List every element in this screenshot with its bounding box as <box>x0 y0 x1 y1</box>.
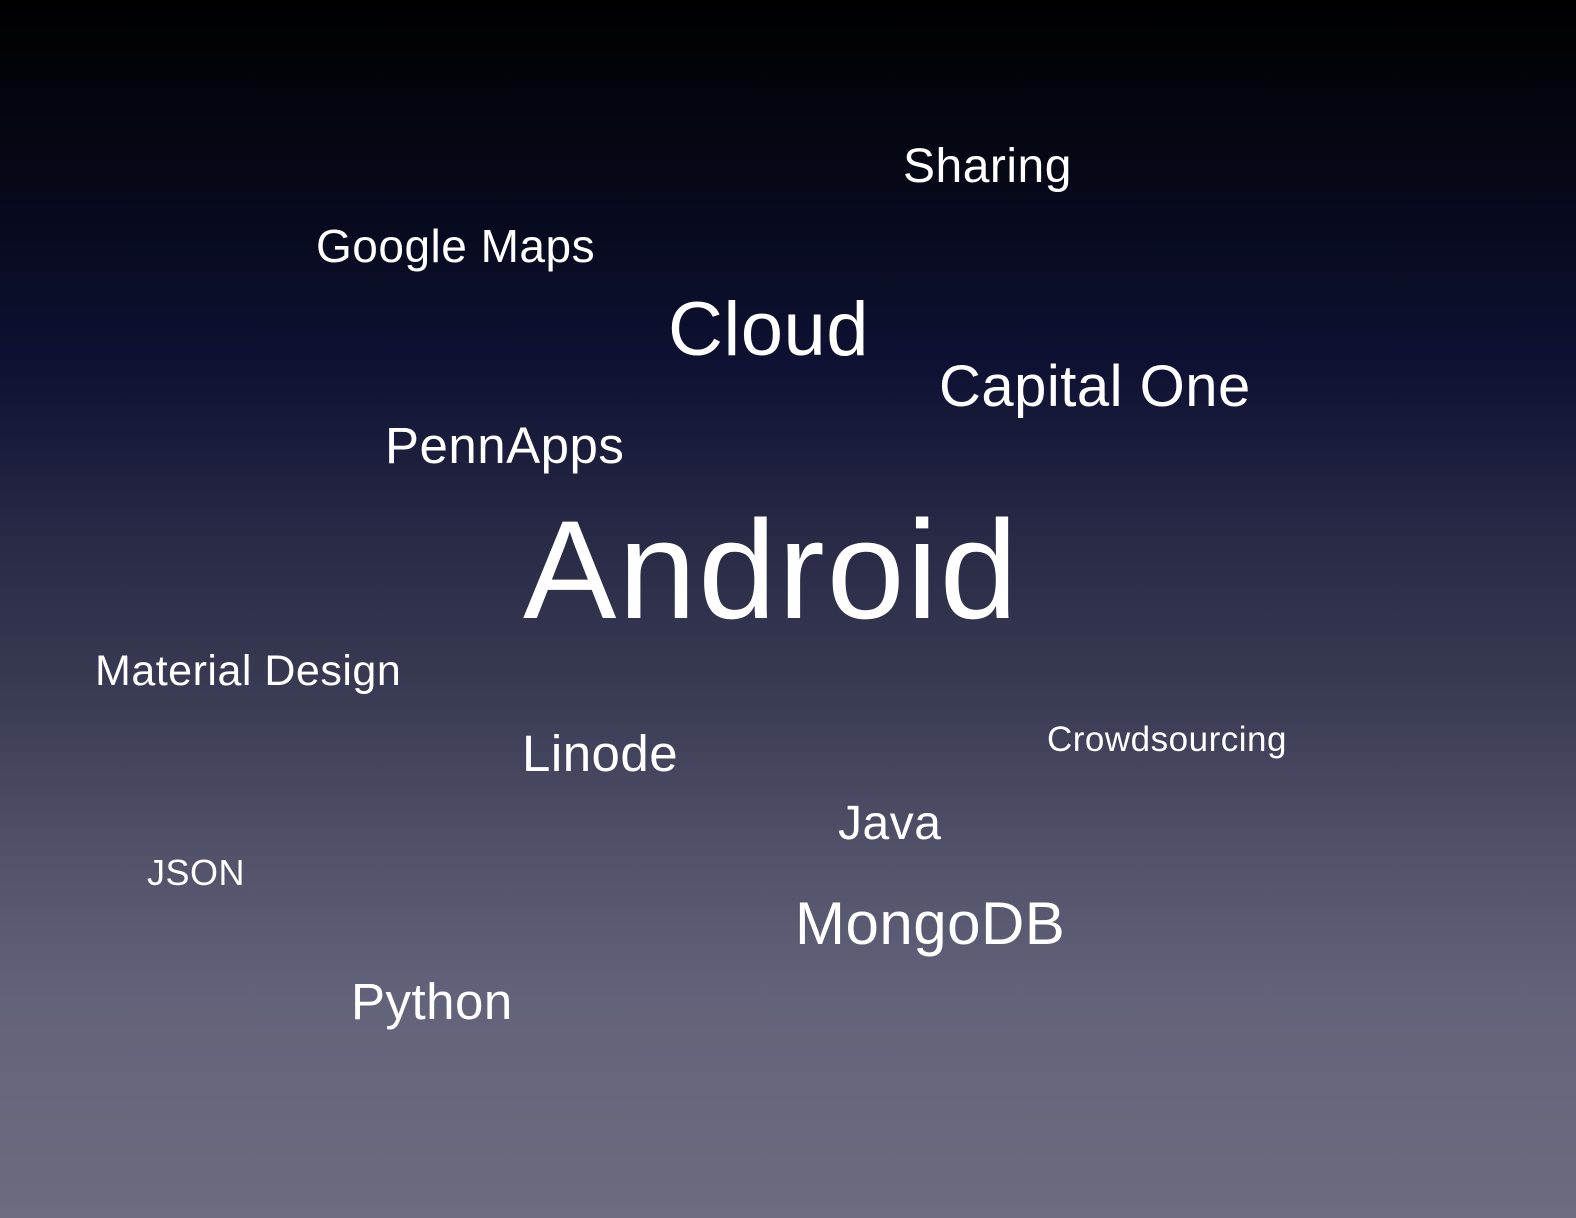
word-pennapps: PennApps <box>385 417 625 474</box>
word-sharing: Sharing <box>903 140 1072 193</box>
word-mongodb: MongoDB <box>795 890 1066 957</box>
word-crowdsourcing: Crowdsourcing <box>1047 720 1287 759</box>
word-google-maps: Google Maps <box>316 220 596 272</box>
word-material-design: Material Design <box>95 647 402 695</box>
word-java: Java <box>838 797 942 850</box>
word-android: Android <box>523 491 1020 648</box>
word-linode: Linode <box>522 725 679 782</box>
word-cloud: Cloud <box>668 287 870 372</box>
word-json: JSON <box>147 852 246 893</box>
word-python: Python <box>351 973 513 1030</box>
word-capital-one: Capital One <box>939 354 1251 419</box>
